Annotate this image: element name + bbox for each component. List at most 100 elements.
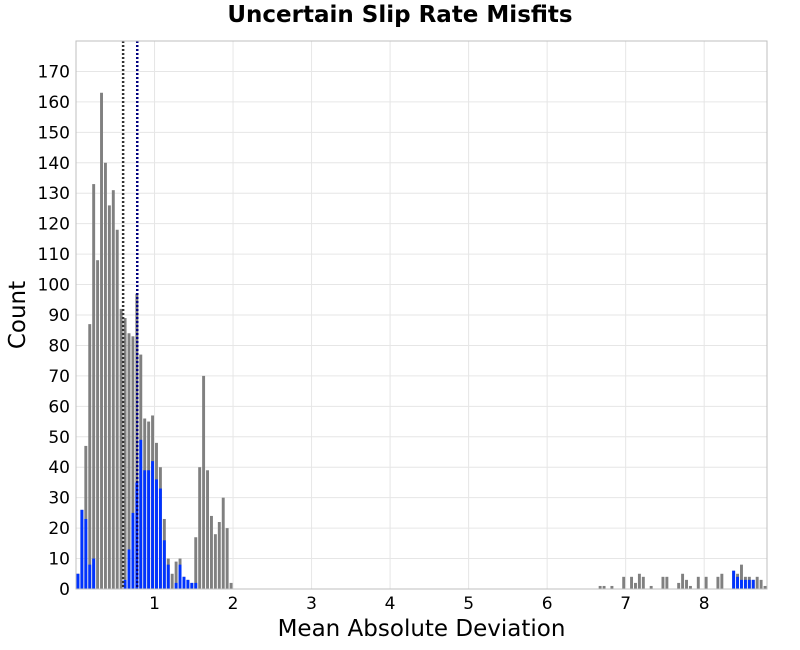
histogram-bar-all <box>217 522 221 589</box>
histogram-bar-highlight <box>182 576 186 589</box>
histogram-bar-all <box>115 229 119 589</box>
x-tick-label: 4 <box>385 594 396 614</box>
histogram-bar-all <box>198 467 202 589</box>
histogram-bar-all <box>123 318 127 589</box>
y-tick-label: 170 <box>38 62 70 82</box>
histogram-bar-all <box>107 205 111 589</box>
histogram-bar-highlight <box>76 573 80 589</box>
histogram-bar-all <box>740 564 743 589</box>
histogram-bar-highlight <box>194 582 198 589</box>
histogram-bar-all <box>641 576 645 589</box>
histogram-bar-all <box>209 515 213 589</box>
histogram-bar-all <box>759 579 763 589</box>
histogram-bar-highlight <box>155 479 158 589</box>
histogram-bar-highlight <box>174 582 178 589</box>
histogram-bar-highlight <box>131 512 135 589</box>
histogram-bar-highlight <box>151 461 155 589</box>
histogram-bar-all <box>755 576 759 589</box>
histogram-bar-highlight <box>743 579 747 589</box>
histogram-bar-all <box>677 582 681 589</box>
histogram-bar-all <box>194 537 198 589</box>
y-tick-label: 150 <box>38 123 70 143</box>
histogram-bar-all <box>170 573 174 589</box>
histogram-bar-all <box>229 582 233 589</box>
histogram-bar-all <box>111 190 115 589</box>
histogram-bar-all <box>92 184 96 590</box>
x-tick-label: 5 <box>463 594 474 614</box>
histogram-bar-highlight <box>740 579 743 589</box>
histogram-bar-highlight <box>732 570 736 589</box>
histogram-bar-all <box>661 576 665 589</box>
y-tick-label: 10 <box>48 550 70 570</box>
y-tick-label: 130 <box>38 184 70 204</box>
histogram-bar-all <box>763 585 767 589</box>
y-tick-label: 70 <box>48 367 70 387</box>
histogram-bar-highlight <box>166 564 170 589</box>
histogram-bar-highlight <box>190 582 194 589</box>
histogram-bar-all <box>637 573 641 589</box>
histogram-bar-all <box>622 576 626 589</box>
x-tick-label: 6 <box>542 594 553 614</box>
histogram-bar-all <box>685 579 688 589</box>
histogram-bar-all <box>88 324 92 589</box>
y-tick-label: 50 <box>48 428 70 448</box>
histogram-bar-highlight <box>139 439 143 589</box>
histogram-bar-all <box>681 573 685 589</box>
histogram-bar-highlight <box>127 549 131 589</box>
y-tick-label: 100 <box>38 276 70 296</box>
histogram-bar-highlight <box>186 579 190 589</box>
y-tick-label: 40 <box>48 458 70 478</box>
histogram-bar-all <box>225 528 229 589</box>
histogram-bar-highlight <box>162 540 166 589</box>
histogram-bar-highlight <box>80 509 84 589</box>
histogram-bar-all <box>716 576 720 589</box>
y-tick-label: 20 <box>48 519 70 539</box>
histogram-bar-highlight <box>158 488 162 589</box>
x-axis-label: Mean Absolute Deviation <box>277 616 566 642</box>
histogram-bar-all <box>665 576 669 589</box>
histogram-bar-all <box>649 585 653 589</box>
histogram-bar-all <box>100 92 103 589</box>
histogram-bar-highlight <box>92 558 96 589</box>
histogram-bar-all <box>696 576 700 589</box>
y-tick-label: 120 <box>38 215 70 235</box>
histogram-bar-all <box>131 336 135 589</box>
histogram-bar-all <box>610 585 614 589</box>
y-tick-label: 30 <box>48 489 70 509</box>
histogram-bar-all <box>127 333 131 589</box>
x-tick-label: 1 <box>149 594 160 614</box>
histogram-bar-all <box>174 561 178 589</box>
y-tick-label: 140 <box>38 154 70 174</box>
y-tick-label: 160 <box>38 93 70 113</box>
histogram-bar-all <box>598 585 602 589</box>
histogram-bar-all <box>202 375 206 589</box>
histogram-bar-all <box>103 162 107 589</box>
histogram-bar-highlight <box>135 482 139 589</box>
x-tick-label: 8 <box>699 594 710 614</box>
histogram-bar-all <box>634 582 637 589</box>
histogram-bar-highlight <box>84 518 88 589</box>
histogram-bar-all <box>688 585 692 589</box>
y-tick-label: 90 <box>48 306 70 326</box>
histogram-bar-all <box>119 308 123 589</box>
histogram-bar-highlight <box>178 564 182 589</box>
y-tick-label: 60 <box>48 397 70 417</box>
histogram-bar-all <box>704 576 708 589</box>
histogram-bar-highlight <box>143 470 147 589</box>
x-tick-label: 7 <box>620 594 631 614</box>
histogram-bar-highlight <box>747 579 751 589</box>
histogram-bar-all <box>96 260 100 589</box>
y-tick-label: 80 <box>48 336 70 356</box>
y-axis-label: Count <box>5 280 31 350</box>
histogram-bar-all <box>206 470 209 589</box>
y-tick-label: 110 <box>38 245 70 265</box>
histogram-bar-all <box>84 445 88 589</box>
histogram-bar-highlight <box>123 579 127 589</box>
histogram-bar-all <box>720 573 724 589</box>
histogram-bar-all <box>630 576 634 589</box>
histogram-bar-highlight <box>88 564 92 589</box>
chart-title: Uncertain Slip Rate Misfits <box>227 2 573 28</box>
histogram-bar-all <box>602 585 606 589</box>
plot-frame <box>75 40 768 590</box>
